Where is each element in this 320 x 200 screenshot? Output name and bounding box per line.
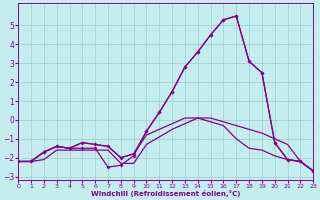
X-axis label: Windchill (Refroidissement éolien,°C): Windchill (Refroidissement éolien,°C) <box>91 190 240 197</box>
